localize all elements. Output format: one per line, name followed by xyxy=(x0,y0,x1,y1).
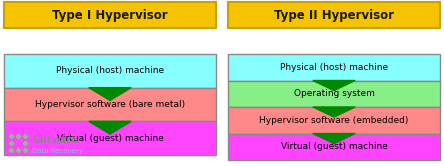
Bar xyxy=(4,121,216,155)
Text: Operating system: Operating system xyxy=(293,89,374,98)
Text: Hypervisor software (bare metal): Hypervisor software (bare metal) xyxy=(35,100,185,109)
Bar xyxy=(228,2,440,28)
Text: Data Recovery: Data Recovery xyxy=(32,148,83,154)
Polygon shape xyxy=(89,88,131,100)
Polygon shape xyxy=(15,133,22,140)
Polygon shape xyxy=(8,147,15,154)
Polygon shape xyxy=(313,107,355,117)
Text: Gill: Gill xyxy=(32,135,51,145)
Polygon shape xyxy=(22,133,29,140)
Bar xyxy=(4,88,216,121)
Bar xyxy=(228,54,440,81)
Polygon shape xyxy=(89,121,131,134)
Text: Physical (host) machine: Physical (host) machine xyxy=(56,66,164,75)
Polygon shape xyxy=(22,147,29,154)
Bar xyxy=(228,81,440,107)
Bar xyxy=(4,2,216,28)
Text: Physical (host) machine: Physical (host) machine xyxy=(280,63,388,72)
Polygon shape xyxy=(313,81,355,91)
Text: Type I Hypervisor: Type I Hypervisor xyxy=(52,8,168,22)
Text: Virtual (guest) machine: Virtual (guest) machine xyxy=(281,142,388,151)
Polygon shape xyxy=(22,140,29,147)
Text: ware: ware xyxy=(52,135,79,145)
Text: Virtual (guest) machine: Virtual (guest) machine xyxy=(56,134,163,143)
Polygon shape xyxy=(8,140,15,147)
Bar xyxy=(4,54,216,88)
Polygon shape xyxy=(313,133,355,144)
Bar xyxy=(228,133,440,160)
Polygon shape xyxy=(8,133,15,140)
Text: Type II Hypervisor: Type II Hypervisor xyxy=(274,8,394,22)
Bar xyxy=(228,107,440,133)
Text: Hypervisor software (embedded): Hypervisor software (embedded) xyxy=(259,116,408,125)
Polygon shape xyxy=(15,147,22,154)
